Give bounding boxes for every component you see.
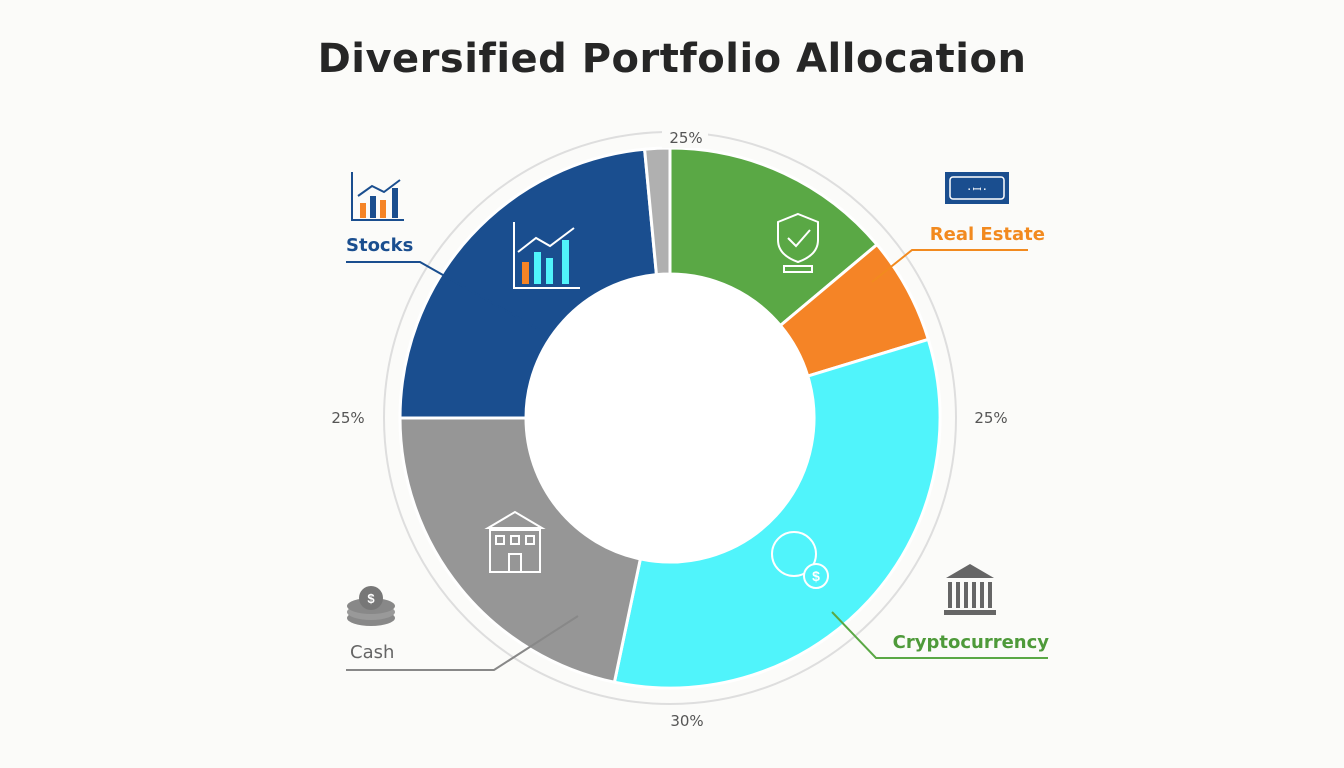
building-icon: [484, 510, 546, 573]
ring-label-top: 25%: [669, 129, 702, 147]
legend-label-cryptocurrency: Cryptocurrency: [893, 632, 1050, 653]
legend-label-cash: Cash: [350, 642, 394, 663]
crypto-coin-icon: $: [771, 531, 829, 589]
ring-label-left: 25%: [331, 409, 364, 427]
svg-text:$: $: [812, 568, 820, 584]
property-card-icon: ·ꟷ·: [945, 172, 1009, 204]
cash-leader-line: [346, 615, 579, 671]
crypto-leader-line: [831, 611, 1048, 659]
ring-label-bottom: 30%: [670, 712, 703, 730]
legend-label-stocks: Stocks: [346, 235, 413, 256]
svg-text:·ꟷ·: ·ꟷ·: [966, 183, 988, 196]
growth-chart-icon: [513, 222, 580, 289]
stocks-leader-line: [346, 261, 541, 331]
bank-icon: [944, 564, 996, 615]
donut-hole: [526, 274, 814, 562]
legend-label-real-estate: Real Estate: [930, 224, 1045, 245]
coins-icon: $: [347, 586, 395, 626]
shield-check-icon: [777, 212, 819, 273]
svg-text:$: $: [367, 591, 375, 606]
bar-chart-icon: [351, 172, 404, 221]
ring-label-right: 25%: [974, 409, 1007, 427]
chart-title: Diversified Portfolio Allocation: [317, 36, 1027, 82]
real-estate-leader-line: [871, 249, 1028, 283]
